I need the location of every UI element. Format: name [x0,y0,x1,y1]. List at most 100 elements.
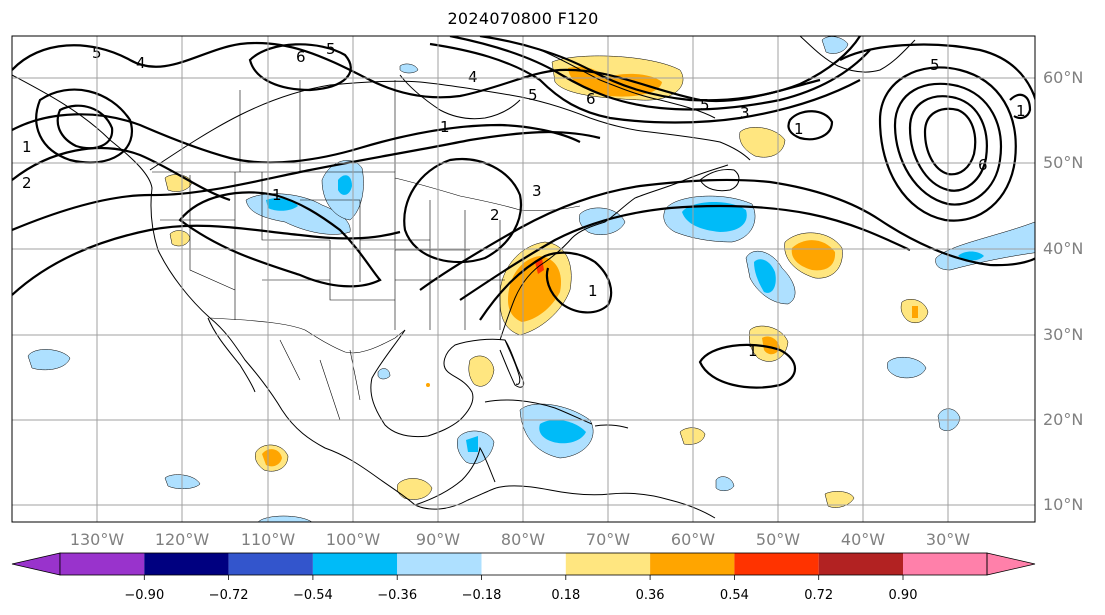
colorbar-tick-label: 0.54 [720,588,749,603]
lon-label: 30°W [926,530,970,549]
florida [504,339,521,385]
colorbar-segment [228,553,313,575]
positive-anomaly-dot [426,383,430,387]
contour-alaska-low-inner [56,104,114,150]
lon-label: 50°W [756,530,800,549]
contour-label: 4 [468,68,478,86]
lat-label: 30°N [1043,325,1083,344]
lon-label: 120°W [155,530,210,549]
contour-label: 1 [588,282,598,300]
contour-label: 1 [748,342,758,360]
contour-atlantic-low [698,343,797,389]
negative-anomaly-atlantic-38n-core [754,259,776,293]
map-panel: 5 4 6 5 1 2 1 3 2 5 1 4 6 5 3 1 5 1 6 1 … [12,36,1035,522]
colorbar-segment [903,553,987,575]
west-coast [12,74,497,510]
contour-east-edge [1009,93,1032,120]
lon-label: 40°W [841,530,885,549]
colorbar-tick-label: −0.36 [377,588,417,603]
lat-label: 50°N [1043,153,1083,172]
labrador [539,49,716,119]
positive-anomaly-central-america [397,478,433,500]
contour-label: 5 [528,86,538,104]
colorbar-extend-high [986,552,1036,576]
gulf-of-mexico-coast [370,329,525,438]
lon-label: 110°W [241,530,296,549]
canada-north [149,80,751,171]
central-america [414,446,496,506]
colorbar-tick-label: −0.18 [462,588,502,603]
colorbar-segment [312,553,398,575]
colorbar-segment [650,553,735,575]
colorbar-tick-label: 0.90 [889,588,918,603]
contour-label: 6 [296,48,306,66]
contour-label: 1 [440,118,450,136]
us-mexico-border [209,317,406,354]
mexico-states [279,339,361,421]
lon-label: 60°W [671,530,715,549]
contour-low-1 [178,191,382,288]
contour-label: 6 [978,156,988,174]
positive-anomaly-atlantic-40n-core [791,240,836,271]
colorbar: −0.90 −0.72 −0.54 −0.36 −0.18 0.18 0.36 … [11,552,1036,603]
state-line-4 [329,240,395,301]
colorbar-extend-low [11,552,61,576]
positive-anomaly-atlantic-30n-core [762,336,780,355]
contour-label: 5 [700,96,710,114]
contour-label: 6 [586,90,596,108]
colorbar-frame [59,552,988,576]
longitude-labels: 130°W 120°W 110°W 100°W 90°W 80°W 70°W 6… [70,530,970,549]
hispaniola [594,424,629,429]
lat-label: 10°N [1043,495,1083,514]
colorbar-segment [144,553,229,575]
contour-iceland-low-1 [878,66,1017,222]
contour-label: 2 [22,174,32,192]
negative-anomaly-atlantic-45n-core [682,201,747,232]
contour-ohio-low [403,157,523,264]
contour-label: 5 [930,56,940,74]
contour-iceland-outer [839,43,1035,103]
colorbar-tick-label: 0.18 [551,588,580,603]
negative-anomaly-pacific-30n [27,349,71,371]
state-line-11 [189,175,236,291]
contour-iceland-low-2 [893,82,1002,206]
negative-anomaly-hudson [399,63,419,74]
contour-6-center [248,43,352,92]
latitude-labels: 10°N 20°N 30°N 40°N 50°N 60°N [1043,68,1083,514]
lon-label: 130°W [70,530,125,549]
contour-label: 1 [272,186,282,204]
negative-anomaly-pacific-south [257,515,313,522]
state-line-2 [261,172,330,241]
contour-label: 4 [136,54,146,72]
contour-iceland-low-3 [908,95,988,192]
hudson-bay [399,74,521,120]
colorbar-segment [565,553,651,575]
colorbar-segment [734,553,819,575]
positive-anomaly-mexico-pacific-core [262,449,282,467]
contour-north-3 [449,36,871,111]
negative-anomaly-atlantic-35n [887,356,927,379]
lat-label: 20°N [1043,410,1083,429]
contour-mid-3 [12,113,581,164]
lon-label: 80°W [501,530,545,549]
contour-east-1 [419,178,1035,291]
contour-label: 3 [740,104,750,122]
colorbar-tick-label: 0.72 [804,588,833,603]
political-borders [152,80,581,421]
lon-label: 100°W [326,530,381,549]
positive-anomaly-atlantic-33n-core [912,306,918,318]
lon-label: 70°W [586,530,630,549]
positive-anomaly-atlantic-10n [824,491,855,508]
positive-anomaly-west-2 [169,230,191,247]
contour-label: 2 [490,206,500,224]
colorbar-tick-label: −0.72 [209,588,249,603]
anomaly-shading [27,36,1035,522]
lat-label: 60°N [1043,68,1083,87]
colorbar-tick-label: −0.54 [293,588,333,603]
map-frame [11,35,1036,523]
lat-label: 40°N [1043,239,1083,258]
contour-label: 1 [22,138,32,156]
colorbar-segment [60,553,145,575]
contour-north-1 [12,41,821,103]
